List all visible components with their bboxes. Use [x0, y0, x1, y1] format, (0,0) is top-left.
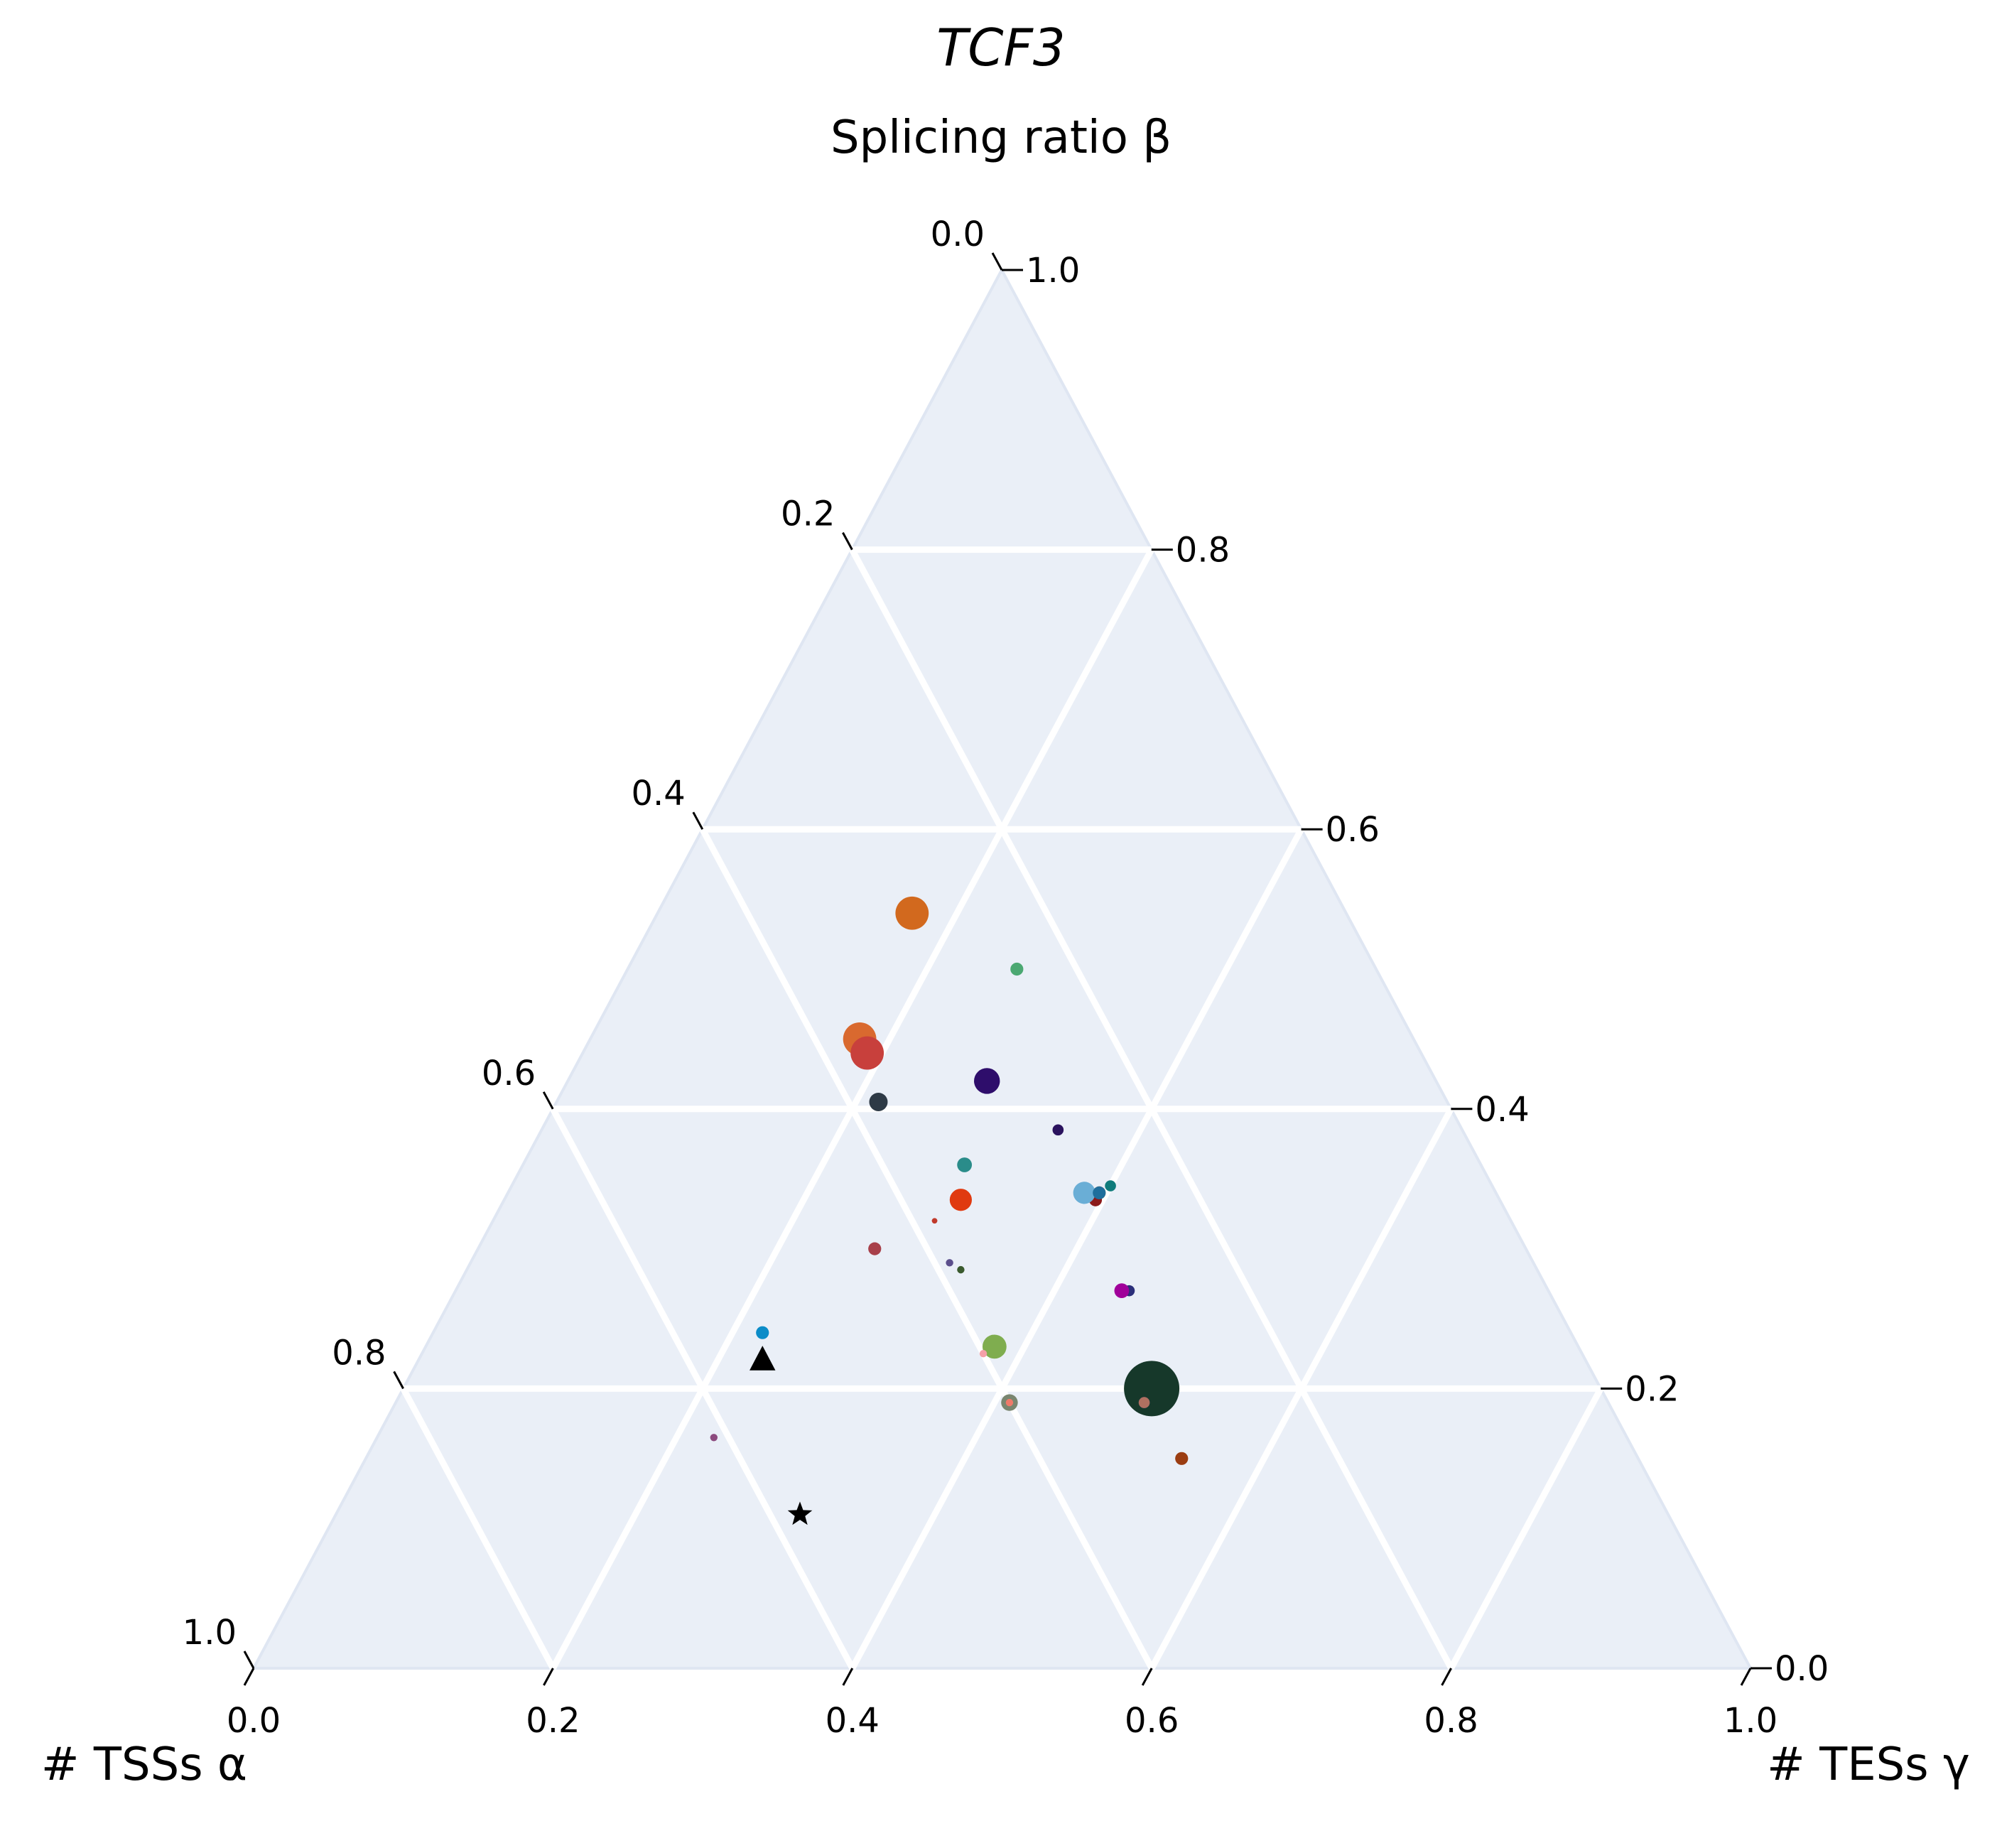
data-point	[1052, 1124, 1064, 1136]
left-edge-tick	[991, 252, 1003, 271]
bottom-edge-tick-label: 1.0	[1724, 1701, 1778, 1741]
right-edge-tick-label: 0.2	[1625, 1369, 1679, 1409]
bottom-edge-tick	[1141, 1668, 1153, 1686]
left-edge-tick	[542, 1091, 554, 1110]
data-point	[1093, 1186, 1106, 1199]
data-point	[1124, 1361, 1180, 1417]
plot-area	[251, 266, 1753, 1670]
left-edge-tick	[842, 531, 853, 551]
left-edge-tick-label: 0.0	[931, 215, 985, 254]
left-edge-tick	[692, 811, 704, 830]
data-point	[895, 896, 929, 930]
right-edge-tick-label: 0.6	[1326, 810, 1380, 850]
bottom-edge-tick	[1740, 1668, 1752, 1686]
chart-title: TCF3	[936, 18, 1065, 77]
bottom-edge-tick	[1441, 1668, 1452, 1686]
bottom-edge-tick	[243, 1668, 255, 1686]
data-point	[1114, 1283, 1130, 1299]
data-points	[710, 896, 1189, 1525]
right-edge-tick-label: 0.8	[1176, 531, 1230, 571]
data-point	[957, 1157, 973, 1172]
data-point	[1010, 962, 1024, 976]
data-point	[982, 1334, 1007, 1359]
left-edge-tick-label: 1.0	[183, 1613, 237, 1653]
left-axis-title: # TSSs α	[41, 1739, 247, 1791]
data-point	[974, 1068, 1000, 1094]
grid-line	[550, 1107, 855, 1670]
axis-ticks: 0.0 0.2 0.4 0.6 0.8 1.0 0.0 0.2 0.4 0.6 0.8 1.0 0.0 0…	[183, 215, 1829, 1741]
grid-line	[699, 828, 1155, 1670]
right-axis-title: # TESs γ	[1767, 1739, 1970, 1791]
data-point	[710, 1434, 718, 1442]
data-point	[868, 1242, 882, 1255]
data-point	[949, 1189, 972, 1211]
data-point-star	[787, 1501, 813, 1525]
data-point	[1105, 1180, 1116, 1192]
grid-line	[1149, 1107, 1454, 1670]
bottom-edge-tick	[543, 1668, 554, 1686]
bottom-edge-tick	[842, 1668, 854, 1686]
data-point	[931, 1218, 938, 1224]
grid-line	[849, 828, 1304, 1670]
data-point	[957, 1265, 965, 1274]
data-point	[1073, 1182, 1095, 1204]
data-point	[946, 1259, 953, 1267]
grid-lines	[400, 546, 1604, 1670]
bottom-edge-tick-label: 0.6	[1125, 1701, 1179, 1741]
bottom-edge-tick-label: 0.8	[1424, 1701, 1478, 1741]
left-edge-tick	[243, 1650, 255, 1669]
data-point	[1138, 1397, 1150, 1408]
left-edge-tick	[393, 1371, 404, 1390]
left-edge-tick-label: 0.6	[482, 1054, 536, 1093]
data-point	[1005, 1398, 1014, 1407]
data-point	[869, 1092, 888, 1111]
right-edge-tick-label: 0.4	[1475, 1090, 1529, 1130]
top-axis-title: Splicing ratio β	[830, 112, 1172, 164]
data-point-triangle	[750, 1346, 776, 1371]
bottom-edge-tick-label: 0.4	[826, 1701, 880, 1741]
data-point	[979, 1350, 988, 1358]
right-edge-tick-label: 1.0	[1026, 251, 1080, 291]
data-point	[850, 1036, 884, 1070]
left-edge-tick-label: 0.8	[332, 1333, 386, 1373]
data-point	[1175, 1452, 1189, 1465]
grid-line	[1448, 1387, 1604, 1670]
left-edge-tick-label: 0.2	[781, 495, 835, 534]
left-edge-tick-label: 0.4	[631, 774, 685, 814]
bottom-edge-tick-label: 0.0	[227, 1701, 281, 1741]
bottom-edge-tick-label: 0.2	[526, 1701, 580, 1741]
data-point	[756, 1326, 769, 1339]
grid-line	[400, 1387, 556, 1670]
right-edge-tick-label: 0.0	[1775, 1649, 1829, 1689]
